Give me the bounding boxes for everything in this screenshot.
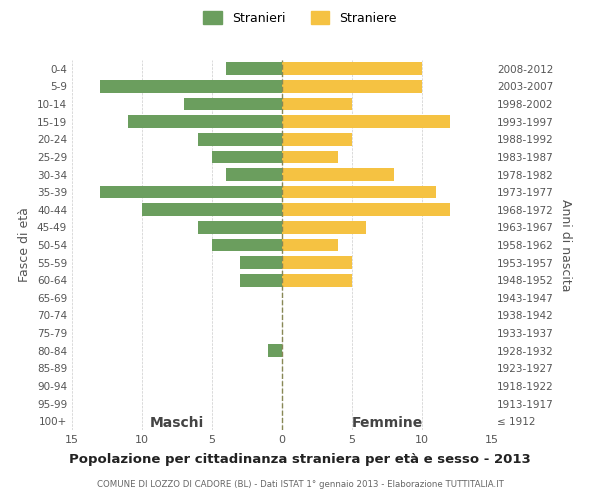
Bar (282, 133, 352, 145)
Bar (198, 221, 282, 234)
Bar (240, 274, 282, 286)
Bar (282, 204, 450, 216)
Bar (282, 116, 450, 128)
Bar (282, 274, 352, 286)
Bar (198, 133, 282, 145)
Bar (212, 150, 282, 163)
Bar (100, 80, 282, 93)
Bar (212, 238, 282, 252)
Bar (282, 62, 422, 75)
Bar (142, 204, 282, 216)
Bar (282, 221, 366, 234)
Bar (282, 80, 422, 93)
Bar (282, 150, 338, 163)
Text: Popolazione per cittadinanza straniera per età e sesso - 2013: Popolazione per cittadinanza straniera p… (69, 452, 531, 466)
Bar (128, 116, 282, 128)
Bar (100, 186, 282, 198)
Bar (282, 186, 436, 198)
Bar (282, 256, 352, 269)
Y-axis label: Fasce di età: Fasce di età (19, 208, 31, 282)
Bar (282, 238, 338, 252)
Bar (282, 168, 394, 181)
Bar (268, 344, 282, 357)
Bar (226, 62, 282, 75)
Bar (282, 98, 352, 110)
Legend: Stranieri, Straniere: Stranieri, Straniere (198, 6, 402, 30)
Y-axis label: Anni di nascita: Anni di nascita (559, 198, 572, 291)
Text: Femmine: Femmine (352, 416, 422, 430)
Text: COMUNE DI LOZZO DI CADORE (BL) - Dati ISTAT 1° gennaio 2013 - Elaborazione TUTTI: COMUNE DI LOZZO DI CADORE (BL) - Dati IS… (97, 480, 503, 489)
Bar (184, 98, 282, 110)
Text: Maschi: Maschi (150, 416, 204, 430)
Bar (226, 168, 282, 181)
Bar (240, 256, 282, 269)
